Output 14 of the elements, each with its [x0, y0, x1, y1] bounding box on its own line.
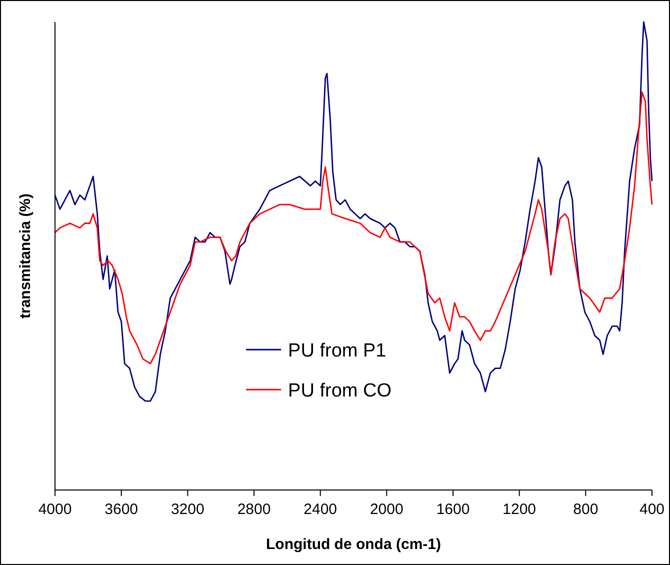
x-tick-label: 4000 [38, 501, 72, 518]
x-axis-title: Longitud de onda (cm-1) [266, 536, 441, 553]
legend-label: PU from CO [288, 380, 392, 402]
x-tick-label: 3600 [104, 501, 138, 518]
x-tick-label: 1200 [502, 501, 536, 518]
legend-label: PU from P1 [288, 340, 386, 362]
x-tick-label: 2400 [304, 501, 338, 518]
x-tick-label: 1600 [436, 501, 470, 518]
y-axis-title: transmitancia (%) [17, 193, 34, 319]
x-tick-label: 400 [639, 501, 665, 518]
x-tick-label: 3200 [170, 501, 204, 518]
x-tick-label: 800 [573, 501, 598, 518]
x-tick-label: 2000 [370, 501, 404, 518]
x-tick-label: 2800 [237, 501, 271, 518]
